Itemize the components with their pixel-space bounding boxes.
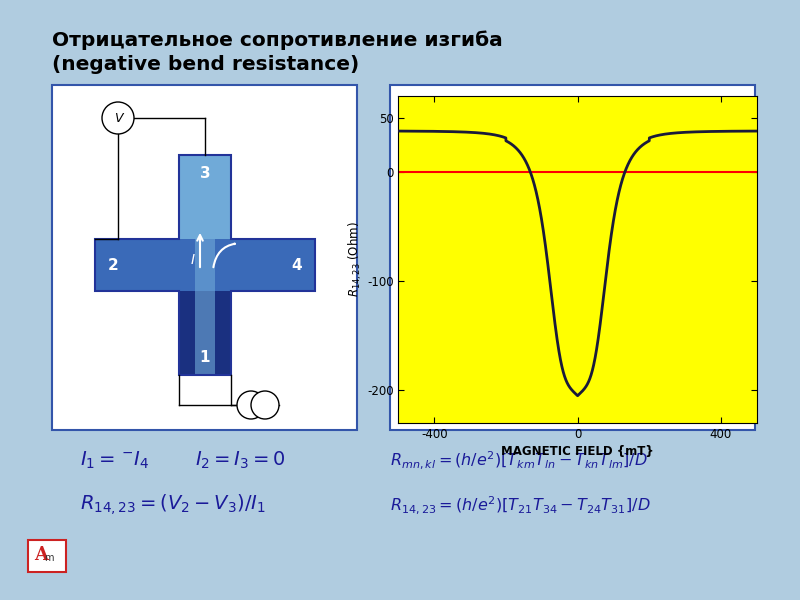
- Bar: [52, 85, 357, 430]
- Polygon shape: [179, 239, 231, 291]
- Text: V: V: [114, 112, 122, 124]
- Y-axis label: $R_{14,23}$ (Ohm): $R_{14,23}$ (Ohm): [346, 221, 364, 298]
- Text: $R_{14,23} = (V_2 - V_3)/I_1$: $R_{14,23} = (V_2 - V_3)/I_1$: [80, 493, 266, 517]
- Bar: [390, 85, 755, 430]
- Text: (negative bend resistance): (negative bend resistance): [52, 55, 359, 74]
- Text: 4: 4: [292, 257, 302, 272]
- Text: A: A: [34, 546, 48, 564]
- Text: $I_2 = I_3 = 0$: $I_2 = I_3 = 0$: [195, 449, 286, 470]
- Circle shape: [237, 391, 265, 419]
- Text: m: m: [44, 553, 54, 563]
- Bar: [28, 540, 66, 572]
- Text: 2: 2: [108, 257, 118, 272]
- Circle shape: [102, 102, 134, 134]
- Text: 3: 3: [200, 166, 210, 181]
- Polygon shape: [179, 265, 231, 375]
- Text: $R_{mn,kl} = (h/e^2)[T_{km}T_{ln} - T_{kn}T_{lm}]/D$: $R_{mn,kl} = (h/e^2)[T_{km}T_{ln} - T_{k…: [390, 449, 648, 471]
- X-axis label: MAGNETIC FIELD {mT}: MAGNETIC FIELD {mT}: [502, 445, 654, 458]
- Polygon shape: [179, 155, 231, 265]
- Circle shape: [251, 391, 279, 419]
- Text: $I_1 = {}^-\!I_4$: $I_1 = {}^-\!I_4$: [80, 449, 149, 470]
- Text: 1: 1: [200, 349, 210, 364]
- FancyArrowPatch shape: [214, 244, 235, 267]
- Text: Отрицательное сопротивление изгиба: Отрицательное сопротивление изгиба: [52, 30, 502, 50]
- Text: $R_{14,23} = (h/e^2)[T_{21}T_{34} - T_{24}T_{31}]/D$: $R_{14,23} = (h/e^2)[T_{21}T_{34} - T_{2…: [390, 494, 650, 516]
- Text: $I$: $I$: [190, 253, 196, 267]
- Polygon shape: [95, 239, 205, 291]
- Polygon shape: [205, 239, 315, 291]
- Polygon shape: [195, 155, 215, 375]
